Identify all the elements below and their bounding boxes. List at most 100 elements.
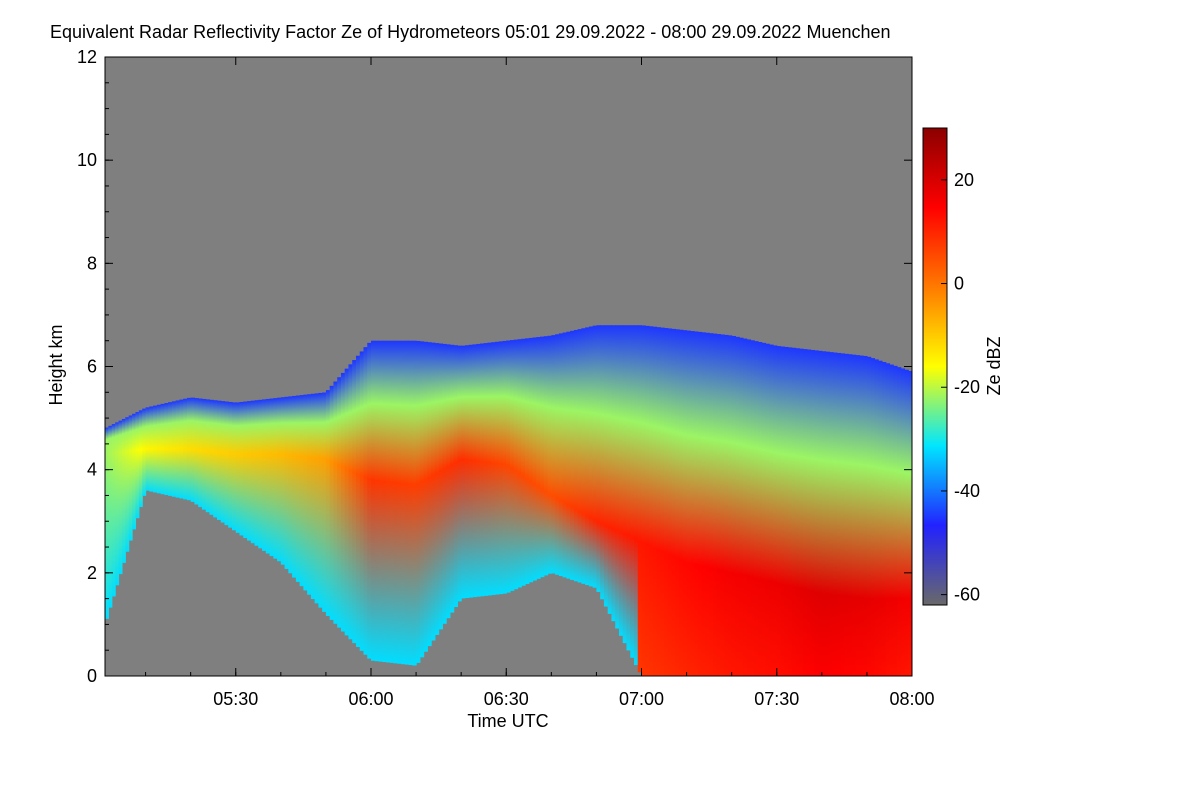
echo-column xyxy=(344,368,350,636)
echo-column xyxy=(307,394,312,595)
echo-column xyxy=(697,331,703,676)
echo-column xyxy=(359,351,365,651)
echo-column xyxy=(352,360,357,644)
echo-column xyxy=(510,340,515,591)
echo-column xyxy=(799,348,804,676)
echo-column xyxy=(198,398,203,508)
y-tick-label: 4 xyxy=(87,460,97,480)
echo-column xyxy=(784,346,789,676)
echo-column xyxy=(145,407,150,491)
echo-column xyxy=(851,354,857,676)
echo-column xyxy=(125,417,130,552)
echo-column xyxy=(810,349,815,676)
echo-column xyxy=(168,402,173,496)
echo-column xyxy=(825,351,830,676)
echo-column xyxy=(870,358,876,676)
echo-column xyxy=(573,329,579,582)
echo-column xyxy=(479,343,485,597)
echo-column xyxy=(622,325,628,644)
echo-column xyxy=(491,342,496,595)
echo-column xyxy=(521,338,526,586)
echo-column xyxy=(108,425,113,608)
echo-column xyxy=(322,392,327,612)
colorbar-label: Ze dBZ xyxy=(984,336,1004,395)
echo-column xyxy=(570,330,575,580)
echo-column xyxy=(121,418,126,563)
echo-column xyxy=(528,337,534,583)
echo-column xyxy=(757,341,763,676)
echo-column xyxy=(633,325,639,666)
echo-column xyxy=(228,401,233,528)
x-tick-label: 06:30 xyxy=(484,689,529,709)
x-axis: 05:30 06:00 06:30 07:00 07:30 08:00 xyxy=(145,57,935,709)
echo-column xyxy=(138,410,143,508)
echo-column xyxy=(164,403,169,496)
echo-column xyxy=(175,400,180,498)
echo-column xyxy=(881,361,887,676)
echo-column xyxy=(397,340,402,664)
echo-column xyxy=(840,353,845,676)
echo-layer xyxy=(105,325,912,676)
echo-column xyxy=(483,343,489,596)
echo-column xyxy=(404,340,410,665)
echo-column xyxy=(562,332,567,578)
echo-column xyxy=(412,340,417,666)
echo-column xyxy=(806,349,812,676)
echo-column xyxy=(453,345,459,608)
echo-column xyxy=(761,342,767,676)
echo-column xyxy=(153,405,158,493)
echo-column xyxy=(506,340,511,593)
echo-column xyxy=(889,364,894,676)
echo-column xyxy=(664,328,669,676)
echo-column xyxy=(186,397,192,501)
echo-column xyxy=(803,349,808,676)
echo-column xyxy=(712,333,718,676)
echo-column xyxy=(389,340,395,663)
echo-column xyxy=(581,328,586,584)
y-tick-label: 0 xyxy=(87,666,97,686)
colorbar-tick-label: -40 xyxy=(954,481,980,501)
echo-column xyxy=(611,325,616,622)
echo-column xyxy=(833,352,838,676)
x-axis-label: Time UTC xyxy=(467,711,548,731)
echo-column xyxy=(776,346,782,676)
echo-column xyxy=(502,340,507,594)
echo-column xyxy=(194,398,199,505)
echo-column xyxy=(900,368,906,676)
echo-column xyxy=(607,325,613,614)
echo-column xyxy=(566,331,571,579)
echo-column xyxy=(115,422,120,586)
echo-column xyxy=(645,325,650,676)
echo-column xyxy=(171,401,177,497)
echo-column xyxy=(333,381,338,624)
echo-column xyxy=(438,343,443,630)
echo-column xyxy=(532,337,537,581)
echo-column xyxy=(690,331,695,676)
echo-column xyxy=(754,341,759,676)
echo-column xyxy=(660,327,665,676)
echo-column xyxy=(284,396,289,569)
echo-column xyxy=(149,406,154,492)
y-axis: 0 2 4 6 8 10 12 xyxy=(77,47,912,686)
x-tick-label: 06:00 xyxy=(348,689,393,709)
echo-column xyxy=(671,328,676,676)
echo-column xyxy=(885,363,891,676)
echo-column xyxy=(908,371,912,676)
echo-column xyxy=(543,336,549,576)
echo-column xyxy=(205,399,211,513)
echo-column xyxy=(419,341,425,658)
echo-column xyxy=(273,398,278,559)
y-axis-label: Height km xyxy=(46,324,66,405)
echo-column xyxy=(630,325,635,658)
echo-column xyxy=(603,325,609,607)
echo-column xyxy=(494,341,500,595)
echo-column xyxy=(310,393,316,600)
echo-column xyxy=(750,340,755,676)
echo-column xyxy=(874,359,879,676)
echo-column xyxy=(818,350,823,676)
echo-column xyxy=(401,340,406,665)
echo-column xyxy=(667,328,673,676)
echo-column xyxy=(292,395,297,578)
echo-column xyxy=(788,347,793,676)
echo-column xyxy=(746,339,752,676)
